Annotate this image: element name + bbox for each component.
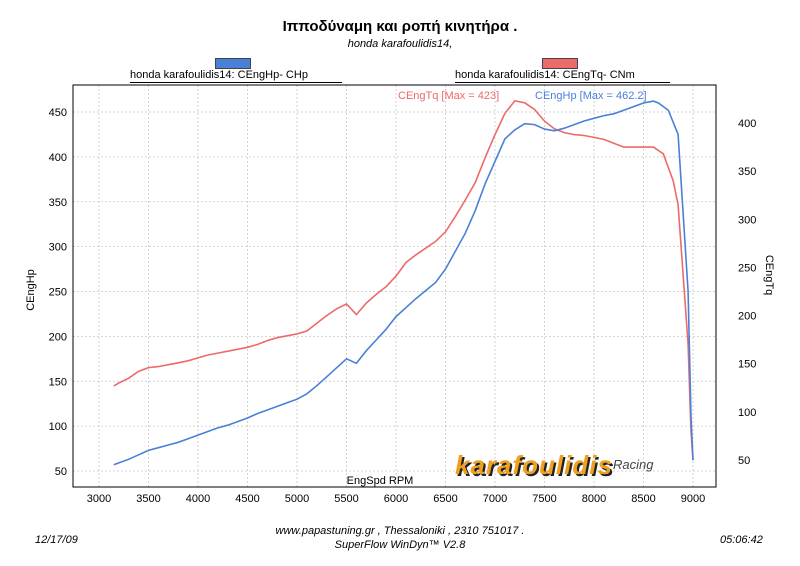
y-tick-label-left: 150 bbox=[49, 376, 67, 388]
legend-label-hp: honda karafoulidis14: CEngHp- CHp bbox=[130, 69, 308, 81]
axis-ticks: 3000 3500 4000 4500 5000 5500 6000 6500 7000 7500… bbox=[49, 107, 757, 505]
legend-label-tq: honda karafoulidis14: CEngTq- CNm bbox=[455, 69, 635, 81]
y-tick-label-left: 50 bbox=[55, 466, 67, 478]
watermark-suffix: Racing bbox=[613, 457, 654, 472]
x-tick-label: 6500 bbox=[433, 493, 457, 505]
x-tick-label: 7500 bbox=[532, 493, 556, 505]
x-axis-label: EngSpd RPM bbox=[347, 475, 414, 487]
y-tick-label-left: 400 bbox=[49, 152, 67, 164]
y-tick-label-right: 350 bbox=[738, 166, 756, 178]
y-tick-label-right: 400 bbox=[738, 118, 756, 130]
legend-divider-tq bbox=[455, 82, 670, 83]
x-tick-label: 5000 bbox=[285, 493, 309, 505]
x-tick-label: 8500 bbox=[631, 493, 655, 505]
series-line-hp bbox=[113, 100, 694, 466]
y-tick-label-left: 250 bbox=[49, 287, 67, 299]
y-axis-label-right: CEngTq bbox=[763, 255, 775, 295]
footer-time: 05:06:42 bbox=[720, 534, 763, 546]
legend-swatch-hp bbox=[215, 58, 251, 69]
y-tick-label-right: 200 bbox=[738, 311, 756, 323]
y-tick-label-right: 50 bbox=[738, 455, 750, 467]
footer-date: 12/17/09 bbox=[35, 534, 78, 546]
x-tick-label: 9000 bbox=[681, 493, 705, 505]
x-tick-label: 4500 bbox=[235, 493, 259, 505]
series-line-tq bbox=[113, 100, 694, 461]
x-tick-label: 8000 bbox=[582, 493, 606, 505]
y-tick-label-left: 200 bbox=[49, 331, 67, 343]
x-tick-label: 4000 bbox=[186, 493, 210, 505]
y-tick-label-left: 450 bbox=[49, 107, 67, 119]
y-tick-label-right: 150 bbox=[738, 359, 756, 371]
x-tick-label: 3000 bbox=[87, 493, 111, 505]
y-axis-label-left: CEngHp bbox=[25, 269, 37, 311]
y-tick-label-left: 100 bbox=[49, 421, 67, 433]
footer-software: SuperFlow WinDyn™ V2.8 bbox=[334, 539, 466, 551]
x-tick-label: 5500 bbox=[334, 493, 358, 505]
y-tick-label-right: 250 bbox=[738, 262, 756, 274]
footer-contact: www.papastuning.gr , Thessaloniki , 2310… bbox=[275, 525, 525, 537]
annotation-tq-max: CEngTq [Max = 423] bbox=[398, 90, 499, 102]
y-tick-label-left: 300 bbox=[49, 242, 67, 254]
legend-divider-hp bbox=[130, 82, 342, 83]
legend-swatch-tq bbox=[542, 58, 578, 69]
y-tick-label-right: 100 bbox=[738, 407, 756, 419]
y-tick-label-left: 350 bbox=[49, 197, 67, 209]
watermark-brand: karafoulidis bbox=[455, 450, 613, 480]
x-tick-label: 7000 bbox=[483, 493, 507, 505]
grid bbox=[73, 85, 716, 487]
plot-frame bbox=[72, 84, 717, 488]
annotation-hp-max: CEngHp [Max = 462.2] bbox=[535, 90, 647, 102]
x-tick-label: 6000 bbox=[384, 493, 408, 505]
x-tick-label: 3500 bbox=[136, 493, 160, 505]
chart-subtitle: honda karafoulidis14, bbox=[347, 38, 453, 50]
chart-title: Ιπποδύναμη και ροπή κινητήρα . bbox=[282, 18, 518, 35]
y-tick-label-right: 300 bbox=[738, 214, 756, 226]
